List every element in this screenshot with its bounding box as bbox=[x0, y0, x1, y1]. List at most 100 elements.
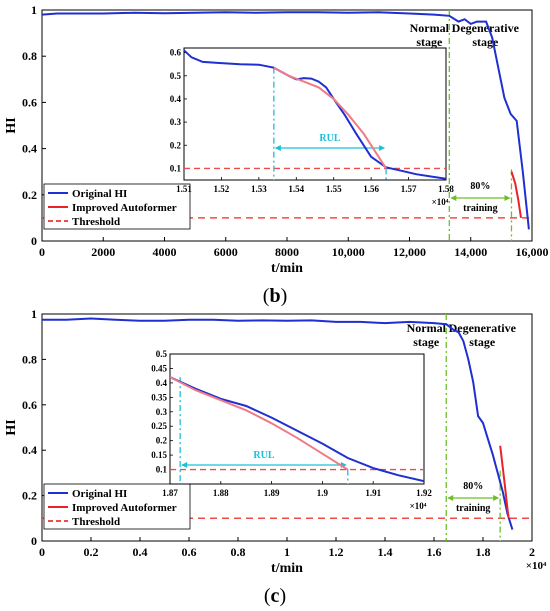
inset-y-tick-label: 0.2 bbox=[156, 436, 168, 446]
inset-y-tick-label: 0.4 bbox=[170, 94, 182, 104]
series-original-hi bbox=[42, 317, 514, 530]
x-tick-label: 1.8 bbox=[476, 545, 491, 559]
y-axis-label: HI bbox=[4, 117, 19, 133]
inset-y-tick-label: 0.3 bbox=[170, 117, 182, 127]
training-label: training bbox=[456, 503, 490, 514]
series-improved-autoformer bbox=[499, 445, 510, 519]
x-tick-label: 0 bbox=[39, 545, 45, 559]
inset-exponent-label: ×10⁴ bbox=[432, 197, 449, 207]
legend-original-hi-text: Original HI bbox=[72, 488, 127, 500]
y-tick-label: 0.8 bbox=[22, 352, 37, 366]
inset-x-tick-label: 1.56 bbox=[363, 184, 379, 194]
legend-threshold-text: Threshold bbox=[72, 216, 120, 228]
y-axis-label: HI bbox=[4, 419, 19, 435]
x-tick-label: 1 bbox=[284, 545, 290, 559]
y-tick-label: 0 bbox=[31, 534, 37, 548]
x-tick-label: 6000 bbox=[214, 245, 238, 259]
inset-series-improved-autoformer bbox=[170, 376, 349, 471]
legend-improved-autoformer-text: Improved Autoformer bbox=[72, 202, 177, 214]
x-tick-label: 0.6 bbox=[182, 545, 197, 559]
degenerative-stage-label-line1: Degenerative bbox=[452, 21, 520, 35]
inset-y-tick-label: 0.2 bbox=[170, 140, 182, 150]
inset-x-tick-label: 1.52 bbox=[214, 184, 230, 194]
x-tick-label: 1.6 bbox=[427, 545, 442, 559]
inset-y-tick-label: 0.1 bbox=[156, 465, 168, 475]
y-tick-label: 0 bbox=[31, 234, 37, 248]
x-tick-label: 0.2 bbox=[84, 545, 99, 559]
normal-stage-label-line1: Normal bbox=[407, 321, 447, 335]
normal-stage-label-line1: Normal bbox=[410, 21, 450, 35]
x-tick-label: 2 bbox=[529, 545, 535, 559]
x-tick-label: 4000 bbox=[153, 245, 177, 259]
y-tick-label: 0.2 bbox=[22, 188, 37, 202]
training-arrow-head-left bbox=[447, 495, 454, 501]
panel-label-b: (b) bbox=[263, 285, 287, 307]
legend-box bbox=[43, 183, 191, 230]
inset-x-tick-label: 1.89 bbox=[264, 488, 280, 498]
inset-y-tick-label: 0.3 bbox=[156, 407, 168, 417]
x-tick-label: 8000 bbox=[275, 245, 299, 259]
y-tick-label: 1 bbox=[31, 307, 37, 321]
degenerative-stage-label-line2: stage bbox=[469, 335, 496, 349]
inset-y-tick-label: 0.4 bbox=[156, 378, 168, 388]
chart-panel-c: 0 0.2 0.4 0.6 0.8 1 1.2 1.4 1.6 1.8 2 0 0.2 0.4 0.6 0.8… bbox=[4, 307, 547, 576]
series-original-hi bbox=[41, 11, 530, 230]
inset-series-improved-autoformer bbox=[273, 66, 387, 169]
training-arrow-head-right bbox=[493, 495, 500, 501]
inset-x-tick-label: 1.51 bbox=[176, 184, 192, 194]
inset-x-tick-label: 1.88 bbox=[213, 488, 229, 498]
legend-improved-autoformer-text: Improved Autoformer bbox=[72, 502, 177, 514]
inset-y-tick-label: 0.5 bbox=[170, 71, 182, 81]
inset-x-tick-label: 1.92 bbox=[416, 488, 432, 498]
normal-stage-label-line2: stage bbox=[413, 335, 440, 349]
degenerative-stage-label-line1: Degenerative bbox=[449, 321, 517, 335]
inset-y-tick-label: 0.25 bbox=[151, 421, 167, 431]
inset-frame bbox=[183, 47, 447, 181]
legend-original-hi-text: Original HI bbox=[72, 188, 127, 200]
legend-threshold-text: Threshold bbox=[72, 516, 120, 528]
x-exponent-label: ×10⁴ bbox=[526, 560, 547, 572]
inset-x-tick-label: 1.54 bbox=[288, 184, 304, 194]
x-axis-label: t/min bbox=[271, 261, 303, 276]
y-tick-label: 0.6 bbox=[22, 95, 37, 109]
inset-rul-arrow-head-left bbox=[181, 462, 188, 468]
y-tick-label: 0.8 bbox=[22, 49, 37, 63]
inset-rul-arrow-head-left bbox=[274, 145, 281, 151]
inset-x-tick-label: 1.55 bbox=[326, 184, 342, 194]
x-axis-label: t/min bbox=[271, 561, 303, 576]
inset-x-tick-label: 1.53 bbox=[251, 184, 267, 194]
x-tick-label: 10,000 bbox=[332, 245, 365, 259]
inset-y-tick-label: 0.45 bbox=[151, 363, 167, 373]
series-improved-autoformer bbox=[510, 171, 522, 219]
training-percent-label: 80% bbox=[463, 481, 483, 492]
y-tick-label: 0.4 bbox=[22, 142, 37, 156]
chart-panel-b: 0 2000 4000 6000 8000 10,000 12,000 14,000 16,00… bbox=[4, 3, 549, 276]
inset-series-original-hi bbox=[184, 49, 446, 180]
training-arrow-head-left bbox=[450, 195, 457, 201]
y-tick-label: 0.6 bbox=[22, 398, 37, 412]
normal-stage-label-line2: stage bbox=[416, 35, 443, 49]
inset-series-original-hi bbox=[170, 376, 424, 483]
x-tick-label: 1.4 bbox=[378, 545, 393, 559]
y-tick-label: 1 bbox=[31, 3, 37, 17]
inset-y-tick-label: 0.6 bbox=[170, 48, 182, 58]
inset-y-tick-label: 0.5 bbox=[156, 349, 168, 359]
x-tick-label: 0.4 bbox=[133, 545, 148, 559]
training-arrow-head-right bbox=[504, 195, 511, 201]
inset-x-tick-label: 1.9 bbox=[317, 488, 329, 498]
x-tick-label: 14,000 bbox=[454, 245, 487, 259]
inset-x-tick-label: 1.91 bbox=[365, 488, 381, 498]
inset-rul-label: RUL bbox=[253, 450, 274, 461]
inset-x-tick-label: 1.57 bbox=[401, 184, 417, 194]
inset-exponent-label: ×10⁴ bbox=[410, 501, 427, 511]
training-percent-label: 80% bbox=[470, 181, 490, 192]
inset-y-tick-label: 0.15 bbox=[151, 450, 167, 460]
y-tick-label: 0.4 bbox=[22, 443, 37, 457]
inset-rul-arrow-head-right bbox=[379, 145, 386, 151]
x-tick-label: 0.8 bbox=[231, 545, 246, 559]
inset-y-tick-label: 0.35 bbox=[151, 392, 167, 402]
x-tick-label: 1.2 bbox=[329, 545, 344, 559]
inset-frame bbox=[169, 353, 425, 485]
inset-x-tick-label: 1.87 bbox=[162, 488, 178, 498]
inset-rul-label: RUL bbox=[319, 133, 340, 144]
